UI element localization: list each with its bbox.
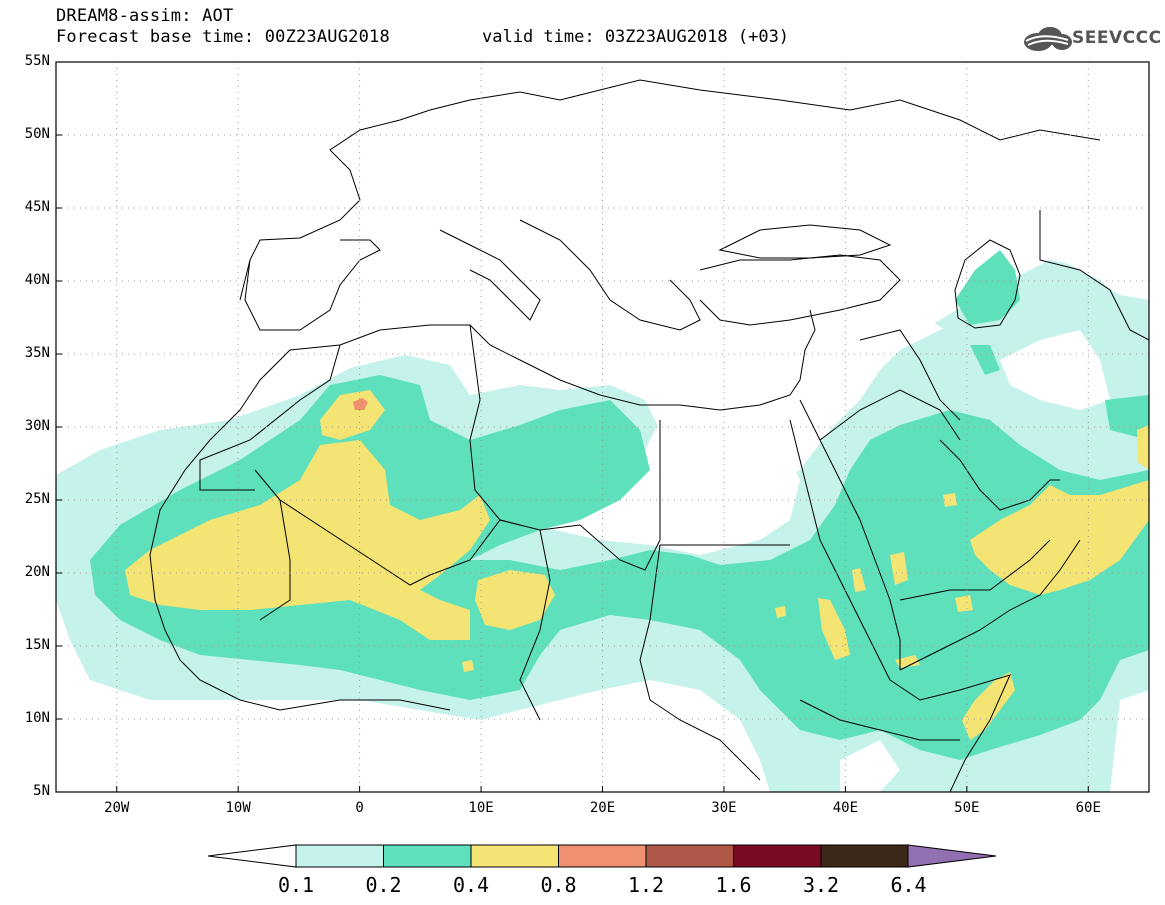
aot-0-4-arabia-dot-1 [890,552,908,585]
coast-red-sea-east [799,399,901,670]
aot-0-4-somalia [962,672,1015,740]
lat-label: 5N [33,783,50,799]
clear-horn [1110,690,1149,792]
clear-egypt [545,420,800,555]
colorbar-box [295,844,384,868]
border-mauritania-mali [254,469,291,621]
lon-label: 40E [832,800,859,816]
aot-0-4-mauritania [125,440,490,640]
lat-label: 50N [24,126,50,142]
coast-blacksea [718,224,892,259]
aot-0-4-red-sea-east [852,568,866,592]
lon-label: 0 [355,800,364,816]
coast-italy [439,229,541,321]
colorbar-box [383,844,472,868]
title-main: DREAM8-assim: AOT [56,6,234,26]
lon-label: 10W [225,800,251,816]
coast-north-africa [239,324,801,411]
colorbar-label: 0.8 [540,873,577,897]
lat-label: 45N [24,199,50,215]
lon-label: 20W [104,800,130,816]
lon-label: 30E [711,800,737,816]
aot-0-4-eritrea [818,598,850,660]
grid [56,62,1149,792]
border-iran-east [1039,210,1149,341]
colorbar-high-arrow [907,844,997,868]
lon-label: 50E [954,800,980,816]
colorbar [207,844,997,868]
colorbar-label: 1.2 [627,873,665,897]
lat-label: 20N [24,564,50,580]
colorbar-box [470,844,559,868]
lon-label: 60E [1075,800,1101,816]
aot-0-2-caspian [955,250,1020,325]
clear-iran [1000,330,1110,410]
coast-iberia [244,239,381,331]
coast-west-africa [149,409,451,711]
colorbar-box [645,844,734,868]
aot-0-4-niger-chad [475,570,555,630]
lon-label: 10E [468,800,494,816]
colorbar-box [733,844,822,868]
aot-0-4-sudan-dot [775,606,786,618]
ticks [56,61,1089,793]
valid-time: valid time: 03Z23AUG2018 (+03) [482,27,790,47]
coast-gulf [939,439,1060,511]
colorbar-label: 0.4 [452,873,490,897]
aot-0-8-atlas [353,398,368,410]
aot-level-0-8 [353,398,368,410]
lon-label: 20E [589,800,616,816]
coast-arabia-south [899,539,1081,671]
forecast-base-time: Forecast base time: 00Z23AUG2018 [56,27,390,47]
coast-red-sea-west [789,419,891,681]
lat-label: 15N [24,637,50,653]
lat-label: 35N [24,345,50,361]
border-ethiopia [799,699,960,741]
coast-horn [889,674,1011,792]
coast-levant [799,309,816,381]
aot-0-4-oman [970,480,1149,595]
colorbar-label: 6.4 [890,873,927,897]
aot-0-2-pakistan [1105,395,1149,440]
border-chad [519,529,551,721]
colorbar-label: 0.1 [277,873,315,897]
aot-level-0-4 [125,390,1149,740]
colorbar-label: 1.6 [715,873,752,897]
border-saudi [819,389,1051,601]
borders [149,79,1149,792]
clear-east-africa [840,740,900,792]
logo-text: SEEVCCC [1072,28,1162,48]
aot-0-4-pakistan [1137,425,1149,470]
colorbar-box [558,844,647,868]
aot-0-2-iran-north [970,345,1000,375]
coast-europe [239,79,1101,301]
aot-0-4-mali-dot [462,660,474,672]
lat-label: 25N [24,491,50,507]
colorbar-label: 3.2 [802,873,840,897]
border-morocco-algeria [199,344,341,491]
cloud-icon [1024,27,1072,51]
clear-west-africa [56,600,770,792]
lat-label: 40N [24,272,50,288]
lat-label: 55N [24,53,50,69]
aot-0-4-yemen-south [895,655,920,668]
aot-0-4-yemen-dot [955,595,973,612]
border-sudan [639,544,790,781]
colorbar-low-arrow [207,844,297,868]
colorbar-label: 0.2 [365,873,402,897]
colorbar-box [820,844,909,868]
lat-label: 30N [24,418,50,434]
coast-balkans [519,219,701,331]
coast-caspian [954,239,1021,329]
seevccc-logo-icon [1024,27,1072,51]
border-iraq-iran [859,329,961,421]
lat-label: 10N [24,710,50,726]
coast-turkey [699,254,901,326]
